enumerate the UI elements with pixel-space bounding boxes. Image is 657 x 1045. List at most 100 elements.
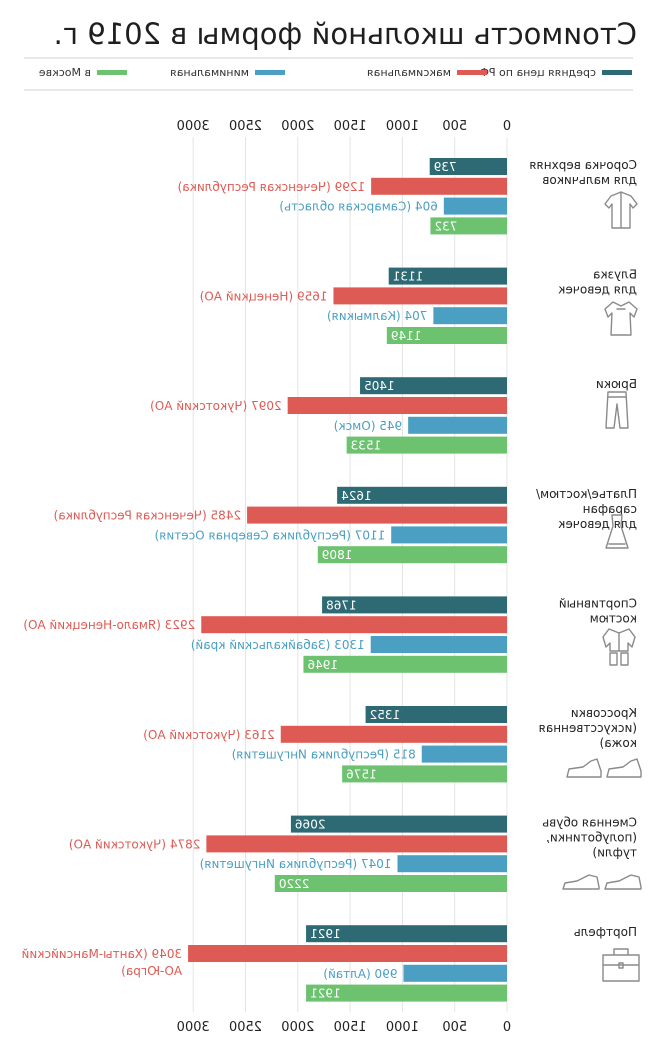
bar [206,835,507,853]
bar [274,875,507,892]
legend-item: средняя цена по РФ [479,66,632,79]
bar [247,506,507,524]
legend-swatch [97,70,127,75]
bar-value-label: 990 (Алтай) [323,967,397,981]
bar [333,287,507,305]
bar-value-label: 2874 (Чукотский АО) [69,837,201,851]
bar-value-label: 1149 [391,329,422,343]
bar [421,745,507,763]
tracksuit-icon [602,628,636,666]
bar-value-label: 1659 (Ненецкий АО) [200,289,328,303]
bar [365,706,507,723]
category-label: сарафан [583,502,637,516]
bar-value-label: 704 (Калмыкия) [327,309,427,323]
legend: средняя цена по РФ максимальная минимальна… [39,66,632,79]
x-tick-label: 2000 [281,1020,314,1035]
bar-value-label: АО-Югра) [121,964,182,978]
legend-item: максимальная [367,66,487,79]
bar-value-label: 1299 (Чеченская Республика) [178,180,366,194]
x-tick-label: 500 [442,1020,467,1035]
x-tick-label: 3000 [177,1020,210,1035]
bar [397,855,507,873]
bar [337,486,507,504]
bar-value-label: 945 (Омск) [334,419,402,433]
bar-value-label: 1352 [370,708,401,722]
bar-value-label: 2066 [295,818,326,832]
bar-value-label: 815 (Республика Ингушетия) [232,748,416,762]
trousers-icon [605,391,629,429]
bar [201,616,507,634]
x-tick-label: 3000 [177,119,210,134]
category-label: туфли) [592,846,637,860]
bar [429,158,507,175]
category-group: Портфель 1921 3049 (Ханты-Мансийский АО-Югр… [22,925,637,1002]
legend-label: в Москве [39,66,91,79]
bar-value-label: 604 (Самарская область) [279,200,438,214]
bar-value-label: 1576 [346,767,377,781]
category-label: Брюки [596,377,637,391]
category-label: для мальчиков [542,173,637,187]
x-tick-label: 2500 [229,119,262,134]
x-tick-label: 2500 [229,1020,262,1035]
bar [188,945,507,962]
bar-value-label: 1946 [307,658,338,672]
category-label: Сорочка верхняя [529,158,637,172]
category-label: Кроссовки [571,706,637,720]
category-label: для девочек [558,283,637,297]
bar [290,815,507,833]
bar-value-label: 1533 [351,439,382,453]
chart-title: Стоимость школьной формы в 2019 г. [54,17,637,51]
legend-item: в Москве [39,66,127,79]
category-group: Брюки 1405 2097 (Чукотский АО) 945 (Омск) 15… [150,377,637,454]
category-label: Сменная обувь [542,816,637,830]
shoes-icon [562,874,642,890]
category-label: Спортивный [559,596,637,610]
category-label: для девочек [558,517,637,531]
x-tick-label: 0 [503,119,511,134]
bar [403,964,507,982]
bar-value-label: 1624 [341,489,372,503]
legend-swatch [255,70,285,75]
bar-value-label: 1047 (Республика Ингушетия) [200,857,392,871]
bar [306,925,507,943]
bar-value-label: 2097 (Чукотский АО) [150,399,282,413]
legend-label: минимальная [170,66,249,79]
category-label: (искусственная [539,721,637,735]
legend-item: минимальная [170,66,285,79]
bar-value-label: 732 [434,219,457,233]
bar [408,416,507,434]
bar-value-label: 1921 [310,987,341,1001]
x-tick-label: 1500 [334,1020,367,1035]
bar-value-label: 1131 [393,270,424,284]
category-icons [562,191,642,982]
shirt-icon [604,191,638,229]
category-label: костюм [590,611,637,625]
category-label: (полуботинки, [546,831,637,845]
bar [430,217,507,235]
bar-value-label: 1303 (Забайкальский край) [191,638,365,652]
x-axis-bottom: 0 500 1000 1500 2000 2500 3000 [177,1020,511,1035]
legend-label: максимальная [367,66,451,79]
legend-label: средняя цена по РФ [479,66,596,79]
bar [386,327,507,344]
bar-value-label: 2220 [279,877,310,891]
x-tick-label: 0 [503,1020,511,1035]
bar-value-label: 2485 (Чеченская Республика) [54,509,242,523]
sneakers-icon [566,758,642,778]
bar [287,397,507,414]
bar-value-label: 1768 [326,598,357,612]
bar [306,984,507,1002]
bar [280,725,507,743]
category-label: Портфель [574,925,637,939]
category-group: Сменная обувь(полуботинки,туфли) 2066 2874… [69,815,637,892]
bar-value-label: 1107 (Республика Северная Осетия) [155,528,386,542]
bar-value-label: 739 [434,160,457,174]
bar [391,526,507,544]
category-label: кожа) [600,736,637,750]
